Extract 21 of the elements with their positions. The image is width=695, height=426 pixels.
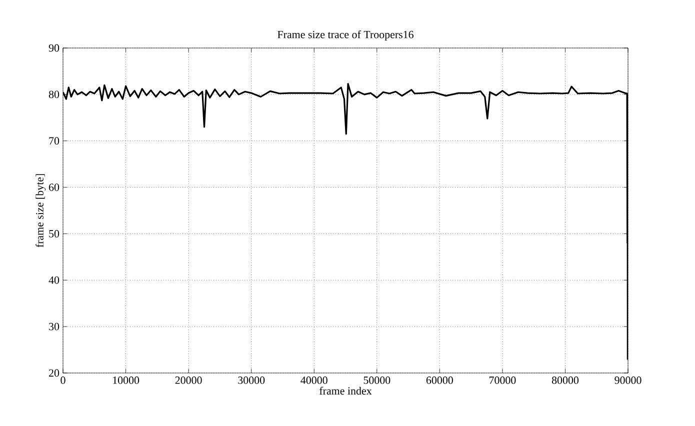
y-tick-label: 60 xyxy=(48,184,60,191)
y-tick-label: 30 xyxy=(49,322,60,330)
x-tick-label: 90000 xyxy=(614,376,642,384)
y-tick-label: 70 xyxy=(49,137,60,145)
chart-title: Frame size trace of Troopers16 xyxy=(278,30,414,40)
x-tick-label: 30000 xyxy=(238,376,265,384)
x-tick-label: 20000 xyxy=(175,376,202,384)
x-tick-label: 40000 xyxy=(300,376,328,384)
y-tick-label: 50 xyxy=(49,230,60,238)
y-tick-label: 90 xyxy=(48,44,60,52)
x-tick-label: 10000 xyxy=(113,376,140,384)
x-tick-label: 70000 xyxy=(489,376,516,384)
x-tick-label: 80000 xyxy=(552,376,579,384)
y-axis-title: frame size [byte] xyxy=(36,174,46,248)
x-axis-title: frame index xyxy=(320,386,372,395)
x-tick-label: 0 xyxy=(60,376,66,384)
y-tick-label: 40 xyxy=(48,276,60,284)
x-tick-label: 60000 xyxy=(426,376,453,384)
y-tick-label: 20 xyxy=(49,369,60,377)
x-tick-label: 50000 xyxy=(364,376,390,384)
y-tick-label: 80 xyxy=(48,90,60,98)
